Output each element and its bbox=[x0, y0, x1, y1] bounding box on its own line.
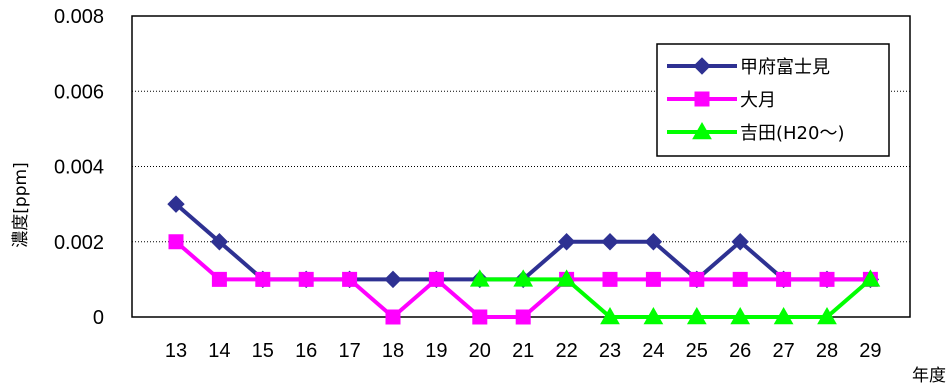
data-point-square bbox=[211, 271, 227, 287]
x-tick-label: 15 bbox=[252, 340, 274, 362]
y-tick-label: 0.002 bbox=[54, 232, 104, 254]
series-group bbox=[167, 195, 881, 325]
y-tick-label: 0.004 bbox=[54, 157, 104, 179]
data-point-diamond bbox=[557, 233, 576, 251]
data-point-square bbox=[602, 271, 618, 287]
y-tick-label: 0.006 bbox=[54, 81, 104, 103]
x-tick-label: 17 bbox=[338, 340, 360, 362]
data-point-square bbox=[645, 271, 661, 287]
legend-label: 甲府富士見 bbox=[740, 57, 830, 78]
data-point-triangle bbox=[513, 269, 534, 287]
data-point-square bbox=[515, 309, 531, 325]
data-point-square bbox=[168, 234, 184, 250]
y-axis: 0 0.002 0.004 0.006 0.008 bbox=[54, 6, 104, 329]
y-tick-label: 0 bbox=[93, 307, 104, 329]
data-point-diamond bbox=[693, 57, 711, 75]
data-point-square bbox=[689, 271, 705, 287]
x-tick-label: 16 bbox=[295, 340, 317, 362]
data-point-triangle bbox=[643, 306, 664, 325]
data-point-diamond bbox=[731, 233, 749, 251]
x-tick-label: 23 bbox=[599, 340, 621, 362]
y-axis-title: 濃度[ppm] bbox=[11, 162, 31, 247]
x-tick-label: 13 bbox=[165, 340, 187, 362]
x-tick-label: 18 bbox=[382, 340, 404, 362]
x-tick-label: 26 bbox=[729, 340, 751, 362]
y-tick-label: 0.008 bbox=[54, 6, 104, 28]
data-point-triangle bbox=[469, 269, 490, 287]
x-tick-label: 14 bbox=[208, 340, 230, 362]
x-tick-label: 19 bbox=[425, 340, 447, 362]
data-point-square bbox=[385, 309, 401, 325]
data-point-diamond bbox=[384, 270, 402, 289]
data-point-diamond bbox=[167, 195, 185, 213]
legend-item: 吉田(H20～) bbox=[667, 121, 844, 144]
data-point-triangle bbox=[860, 269, 881, 287]
series-line bbox=[479, 277, 872, 319]
data-point-square bbox=[694, 91, 710, 107]
data-point-diamond bbox=[601, 233, 619, 251]
data-point-triangle bbox=[773, 306, 794, 325]
legend-item: 甲府富士見 bbox=[667, 57, 830, 78]
data-point-triangle bbox=[730, 306, 751, 325]
data-point-triangle bbox=[692, 121, 712, 140]
data-point-triangle bbox=[686, 306, 707, 325]
data-point-square bbox=[819, 271, 835, 287]
x-axis: 13 14 15 16 17 18 19 20 21 22 23 24 25 26 27 28 29 bbox=[165, 340, 882, 362]
x-tick-label: 21 bbox=[512, 340, 534, 362]
x-tick-label: 24 bbox=[642, 340, 664, 362]
data-point-triangle bbox=[817, 306, 837, 325]
data-point-square bbox=[428, 271, 444, 287]
data-point-diamond bbox=[210, 233, 229, 251]
data-point-square bbox=[732, 271, 748, 287]
x-tick-label: 28 bbox=[816, 340, 838, 362]
data-point-square bbox=[342, 271, 358, 287]
x-tick-label: 27 bbox=[772, 340, 794, 362]
data-point-triangle bbox=[556, 269, 577, 287]
data-point-triangle bbox=[600, 306, 620, 325]
data-point-diamond bbox=[644, 233, 663, 251]
x-tick-label: 22 bbox=[555, 340, 577, 362]
x-tick-label: 20 bbox=[469, 340, 491, 362]
data-point-square bbox=[776, 271, 792, 287]
legend-item: 大月 bbox=[667, 90, 776, 111]
x-tick-label: 25 bbox=[686, 340, 708, 362]
data-point-square bbox=[255, 271, 271, 287]
series-3 bbox=[469, 269, 881, 325]
data-point-square bbox=[298, 271, 314, 287]
series-2 bbox=[168, 234, 878, 325]
legend-label: 吉田(H20～) bbox=[740, 123, 844, 144]
x-tick-label: 29 bbox=[859, 340, 881, 362]
legend-label: 大月 bbox=[740, 90, 776, 111]
x-axis-title: 年度 bbox=[912, 366, 946, 386]
data-point-square bbox=[472, 309, 488, 325]
